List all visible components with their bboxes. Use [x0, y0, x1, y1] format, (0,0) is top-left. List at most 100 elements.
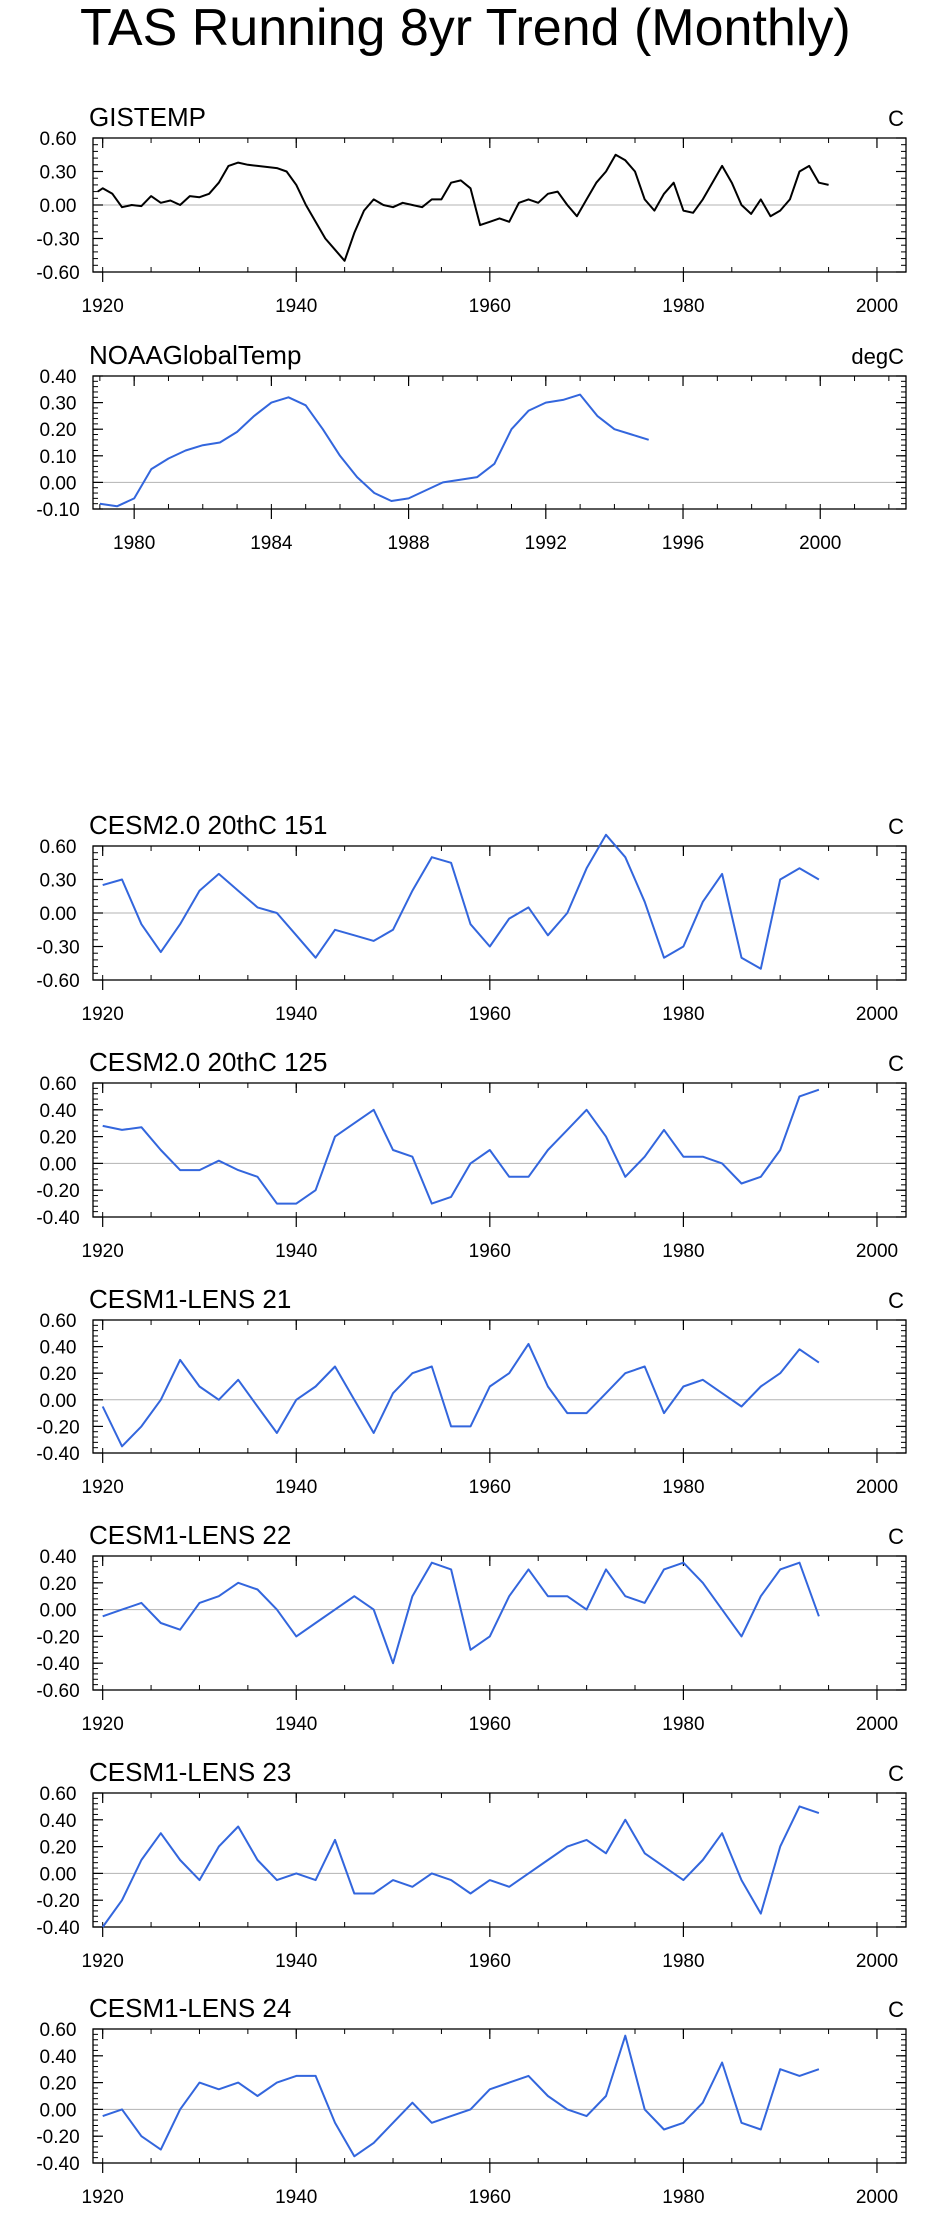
x-tick-label: 1960 [469, 1004, 511, 1025]
x-tick-label: 2000 [799, 533, 841, 554]
y-tick-label: 0.00 [40, 1391, 77, 1412]
series-line [97, 153, 829, 262]
y-tick-label: -0.60 [36, 971, 79, 992]
x-tick-label: 1920 [82, 1714, 124, 1735]
y-tick-label: -0.60 [36, 1681, 79, 1702]
y-tick-label: 0.30 [40, 871, 77, 892]
y-tick-label: 0.40 [40, 367, 77, 388]
y-tick-label: -0.20 [36, 1417, 79, 1438]
y-tick-label: 0.00 [40, 1601, 77, 1622]
y-tick-label: 0.20 [40, 1128, 77, 1149]
y-tick-label: -0.20 [36, 2127, 79, 2148]
y-tick-label: 0.00 [40, 473, 77, 494]
chart-title: GISTEMP [89, 102, 206, 132]
y-tick-label: 0.60 [40, 1784, 77, 1805]
x-tick-label: 1940 [275, 1477, 317, 1498]
series-line [102, 1088, 820, 1205]
chart-panel: CESM2.0 20thC 125 C -0.40 -0.20 0.00 0.20 0.40… [36, 1047, 907, 1262]
y-tick-label: 0.20 [40, 1364, 77, 1385]
y-tick-label: 0.60 [40, 1311, 77, 1332]
chart-panel: CESM1-LENS 21 C -0.40 -0.20 0.00 0.20 0.40 0.60… [36, 1284, 907, 1498]
series-line [102, 1561, 820, 1665]
chart-panel: CESM1-LENS 24 C -0.40 -0.20 0.00 0.20 0.40 0.60… [36, 1993, 907, 2208]
x-tick-label: 1920 [82, 296, 124, 317]
y-tick-label: -0.40 [36, 1208, 79, 1229]
y-tick-label: 0.00 [40, 2100, 77, 2121]
x-tick-label: 1988 [387, 533, 429, 554]
chart-panel: CESM2.0 20thC 151 C -0.60 -0.30 0.00 0.30 0.60… [36, 810, 907, 1025]
x-tick-label: 1960 [469, 1951, 511, 1972]
y-tick-label: -0.30 [36, 230, 79, 251]
x-tick-label: 1960 [469, 1241, 511, 1262]
units-label: C [888, 1997, 904, 2022]
x-tick-label: 2000 [856, 296, 898, 317]
x-tick-label: 1960 [469, 296, 511, 317]
chart-panel: NOAAGlobalTemp degC -0.10 0.00 0.10 0.20 0.30 0… [36, 340, 907, 554]
y-tick-label: 0.20 [40, 1574, 77, 1595]
y-tick-label: 0.20 [40, 1838, 77, 1859]
series-line [101, 1342, 820, 1448]
units-label: C [888, 1524, 904, 1549]
y-tick-label: -0.40 [36, 1444, 79, 1465]
y-tick-label: 0.40 [40, 1547, 77, 1568]
chart-title: CESM2.0 20thC 151 [89, 810, 327, 840]
plot-frame [92, 375, 907, 510]
units-label: C [888, 814, 904, 839]
y-tick-label: -0.20 [36, 1181, 79, 1202]
y-tick-label: -0.10 [36, 500, 79, 521]
x-tick-label: 1940 [275, 1004, 317, 1025]
x-tick-label: 1940 [275, 1714, 317, 1735]
chart-panel: CESM1-LENS 23 C -0.40 -0.20 0.00 0.20 0.40 0.60… [36, 1757, 907, 1972]
chart-panel: GISTEMP C -0.60 -0.30 0.00 0.30 0.60 1920 1940 19… [36, 102, 907, 317]
plot-frame [92, 137, 907, 273]
y-tick-label: 0.60 [40, 1074, 77, 1095]
y-tick-label: -0.30 [36, 938, 79, 959]
x-tick-label: 1940 [275, 1951, 317, 1972]
y-tick-label: -0.40 [36, 2154, 79, 2175]
series-line [102, 2034, 820, 2158]
x-tick-label: 1920 [82, 1951, 124, 1972]
x-tick-label: 1980 [662, 296, 704, 317]
y-tick-label: 0.40 [40, 1338, 77, 1359]
x-tick-label: 2000 [856, 1004, 898, 1025]
y-tick-label: 0.40 [40, 2047, 77, 2068]
x-tick-label: 1980 [662, 1241, 704, 1262]
x-tick-label: 1980 [662, 1004, 704, 1025]
units-label: degC [851, 344, 904, 369]
x-tick-label: 1980 [662, 1714, 704, 1735]
units-label: C [888, 1051, 904, 1076]
chart-title: CESM2.0 20thC 125 [89, 1047, 327, 1077]
y-tick-label: 0.30 [40, 163, 77, 184]
chart-title: CESM1-LENS 22 [89, 1520, 291, 1550]
y-tick-label: 0.00 [40, 196, 77, 217]
x-tick-label: 1980 [662, 2187, 704, 2208]
x-tick-label: 1940 [275, 2187, 317, 2208]
chart-panel: CESM1-LENS 22 C -0.60 -0.40 -0.20 0.00 0.20 0.4… [36, 1520, 907, 1735]
x-tick-label: 2000 [856, 2187, 898, 2208]
y-tick-label: 0.20 [40, 2074, 77, 2095]
chart-title: CESM1-LENS 23 [89, 1757, 291, 1787]
units-label: C [888, 1288, 904, 1313]
y-tick-label: 0.40 [40, 1811, 77, 1832]
x-tick-label: 1920 [82, 1241, 124, 1262]
units-label: C [888, 106, 904, 131]
plot-frame [92, 1082, 907, 1218]
x-tick-label: 1984 [250, 533, 293, 554]
y-tick-label: 0.00 [40, 1154, 77, 1175]
x-tick-label: 1996 [662, 533, 704, 554]
y-tick-label: 0.10 [40, 447, 77, 468]
y-tick-label: 0.30 [40, 394, 77, 415]
x-tick-label: 2000 [856, 1241, 898, 1262]
chart-title: CESM1-LENS 24 [89, 1993, 291, 2023]
y-tick-label: 0.60 [40, 2020, 77, 2041]
plot-frame [92, 1319, 907, 1454]
x-tick-label: 1940 [275, 296, 317, 317]
x-tick-label: 1920 [82, 1477, 124, 1498]
y-tick-label: 0.00 [40, 1864, 77, 1885]
x-tick-label: 2000 [856, 1477, 898, 1498]
x-tick-label: 1960 [469, 1714, 511, 1735]
y-tick-label: -0.40 [36, 1918, 79, 1939]
units-label: C [888, 1761, 904, 1786]
y-tick-label: 0.60 [40, 129, 77, 150]
